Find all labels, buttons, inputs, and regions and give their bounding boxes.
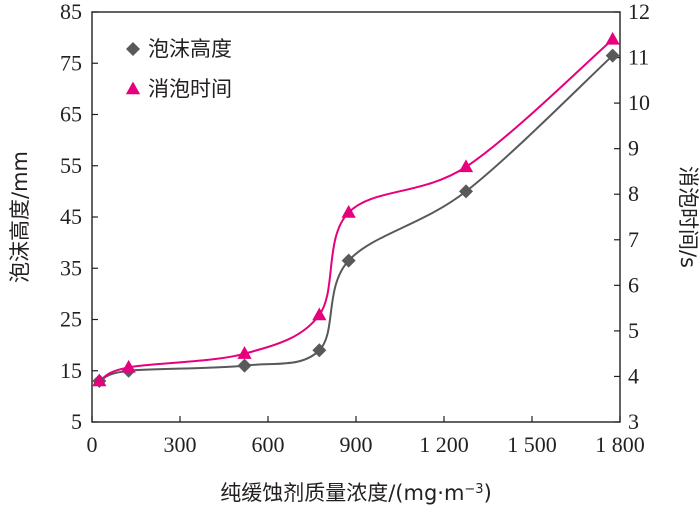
- legend-marker-foam-height: [126, 42, 140, 56]
- x-tick-label: 600: [252, 432, 285, 457]
- data-point-foam-height: [237, 358, 252, 373]
- x-axis: 0 300 600 900 1 200 1 500 1 800: [87, 416, 645, 457]
- y-left-tick-label: 45: [60, 204, 82, 229]
- y-left-tick-label: 25: [60, 307, 82, 332]
- y-right-tick-label: 9: [628, 136, 639, 161]
- legend-label-foam-height: 泡沫高度: [148, 37, 232, 61]
- data-point-defoam-time: [341, 204, 356, 218]
- y-right-tick-label: 7: [628, 227, 639, 252]
- y-axis-left-label: 泡沫高度/mm: [8, 151, 32, 283]
- y-left-tick-label: 65: [60, 102, 82, 127]
- data-point-defoam-time: [605, 31, 620, 45]
- y-axis-right-label: 消泡时间/s: [676, 166, 700, 268]
- x-axis-label: 纯缓蚀剂质量浓度/(mg·m−3): [220, 481, 492, 505]
- y-left-tick-label: 15: [60, 358, 82, 383]
- x-tick-label: 0: [87, 432, 98, 457]
- x-axis-label-close: ): [484, 481, 492, 505]
- plot-frame: [91, 11, 621, 423]
- legend: 泡沫高度 消泡时间: [125, 37, 232, 101]
- y-right-tick-label: 6: [628, 272, 639, 297]
- x-axis-label-exponent: −3: [464, 482, 483, 497]
- data-point-defoam-time: [92, 373, 107, 387]
- data-point-foam-height: [341, 253, 356, 268]
- y-right-tick-label: 5: [628, 318, 639, 343]
- x-tick-label: 1 800: [595, 432, 645, 457]
- x-tick-label: 1 500: [507, 432, 557, 457]
- data-point-defoam-time: [121, 359, 136, 373]
- y-left-tick-label: 75: [60, 50, 82, 75]
- series-lines: [98, 38, 614, 382]
- series-markers: [92, 31, 620, 388]
- y-left-tick-label: 55: [60, 153, 82, 178]
- legend-marker-defoam-time: [125, 81, 141, 95]
- plot-area-border: [91, 11, 621, 423]
- data-point-defoam-time: [458, 159, 474, 173]
- data-point-foam-height: [459, 184, 473, 199]
- x-axis-label-main: 纯缓蚀剂质量浓度/(mg·m: [220, 481, 464, 505]
- y-axis-right: 3 4 5 6 7 8 9 10 11 12: [614, 0, 650, 434]
- x-tick-label: 1 200: [419, 432, 469, 457]
- data-point-foam-height: [312, 343, 327, 358]
- y-right-tick-label: 10: [628, 90, 650, 115]
- series-line-foam-height: [98, 54, 614, 382]
- legend-label-defoam-time: 消泡时间: [148, 77, 232, 101]
- data-point-defoam-time: [237, 346, 252, 359]
- y-left-tick-label: 35: [60, 255, 82, 280]
- y-right-tick-label: 12: [628, 0, 650, 24]
- y-left-tick-label: 5: [71, 409, 82, 434]
- data-point-foam-height: [605, 48, 620, 63]
- y-right-tick-label: 4: [628, 363, 639, 388]
- y-axis-left: 5 15 25 35 45 55 65 75 85: [60, 0, 98, 434]
- x-tick-label: 900: [340, 432, 373, 457]
- data-point-defoam-time: [312, 307, 327, 321]
- y-right-tick-label: 11: [628, 45, 649, 70]
- y-right-tick-label: 8: [628, 181, 639, 206]
- y-left-tick-label: 85: [60, 0, 82, 24]
- x-tick-label: 300: [164, 432, 197, 457]
- y-right-tick-label: 3: [628, 409, 639, 434]
- series-line-defoam-time: [98, 38, 614, 382]
